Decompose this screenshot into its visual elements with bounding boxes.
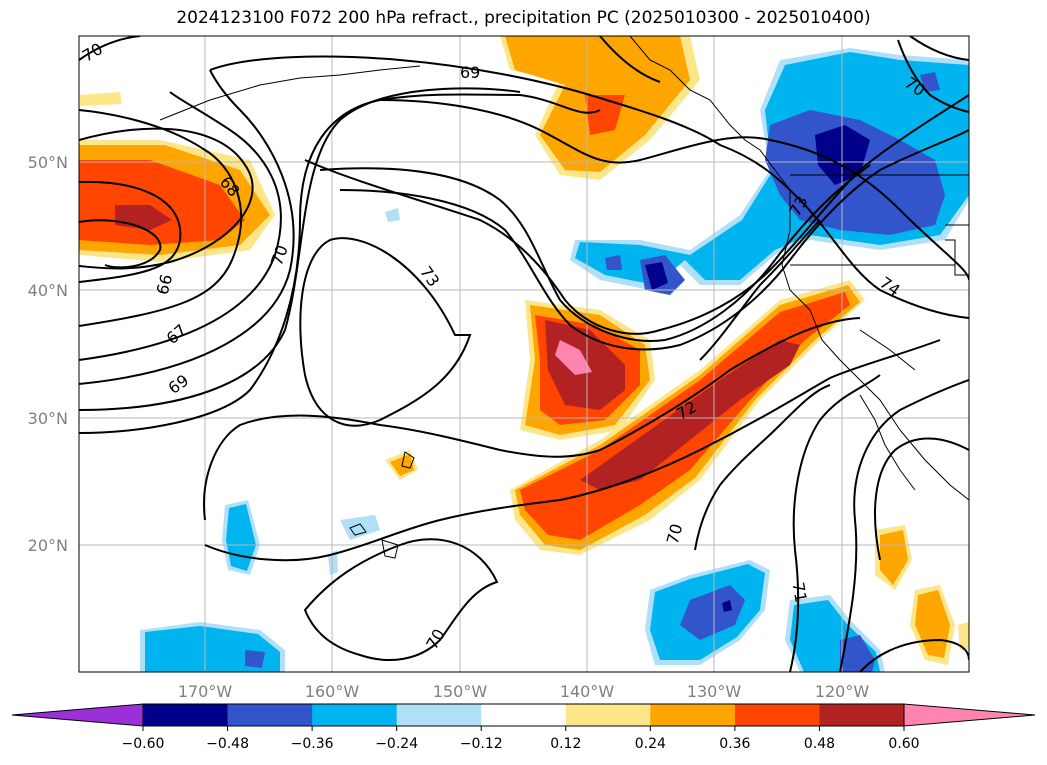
colorbar-tick-label: 0.24 <box>635 736 666 752</box>
lon-label: 170°W <box>178 682 233 701</box>
contour-label: 66 <box>153 272 177 297</box>
lon-label: 160°W <box>305 682 360 701</box>
lon-label: 150°W <box>433 682 488 701</box>
colorbar-bin <box>481 704 567 726</box>
colorbar-tick-label: −0.60 <box>122 736 165 752</box>
latitude-labels: 50°N 40°N 30°N 20°N <box>28 153 68 555</box>
map-frame <box>78 35 970 673</box>
map-panel: 70 69 70 68 66 67 69 70 73 74 72 70 71 7… <box>79 36 969 672</box>
colorbar-bin <box>734 704 820 726</box>
contour-label: 69 <box>460 63 480 82</box>
colorbar-tick-label: 0.48 <box>804 736 835 752</box>
colorbar-tick-label: −0.24 <box>375 736 418 752</box>
lat-label: 50°N <box>28 153 68 172</box>
contour-label: 71 <box>788 581 810 604</box>
coastlines <box>159 36 969 559</box>
colorbar-bin <box>312 704 398 726</box>
lon-label: 130°W <box>687 682 742 701</box>
lon-label: 120°W <box>815 682 870 701</box>
refractivity-contours <box>79 36 969 672</box>
colorbar-tick-label: −0.48 <box>206 736 249 752</box>
colorbar-bin <box>396 704 482 726</box>
colorbar-tick-label: 0.60 <box>888 736 919 752</box>
colorbar-tick-label: −0.36 <box>291 736 334 752</box>
colorbar: −0.60 −0.48 −0.36 −0.24 −0.12 0.12 0.24 0.36 0.4… <box>11 703 1036 752</box>
colorbar-extend-left <box>11 703 144 727</box>
lat-label: 40°N <box>28 281 68 300</box>
colorbar-bin <box>565 704 651 726</box>
colorbar-bin <box>143 704 229 726</box>
colorbar-bin <box>227 704 313 726</box>
colorbar-bin <box>650 704 736 726</box>
longitude-labels: 170°W 160°W 150°W 140°W 130°W 120°W <box>178 682 870 701</box>
colorbar-bin <box>819 704 905 726</box>
map-title: 2024123100 F072 200 hPa refract., precip… <box>176 8 871 28</box>
colorbar-tick-label: 0.36 <box>719 736 750 752</box>
colorbar-extend-right <box>903 703 1036 727</box>
colorbar-tick-label: 0.12 <box>550 736 581 752</box>
colorbar-tick-label: −0.12 <box>460 736 503 752</box>
lat-label: 30°N <box>28 409 68 428</box>
lon-label: 140°W <box>560 682 615 701</box>
lat-label: 20°N <box>28 536 68 555</box>
contour-label: 70 <box>663 522 687 547</box>
